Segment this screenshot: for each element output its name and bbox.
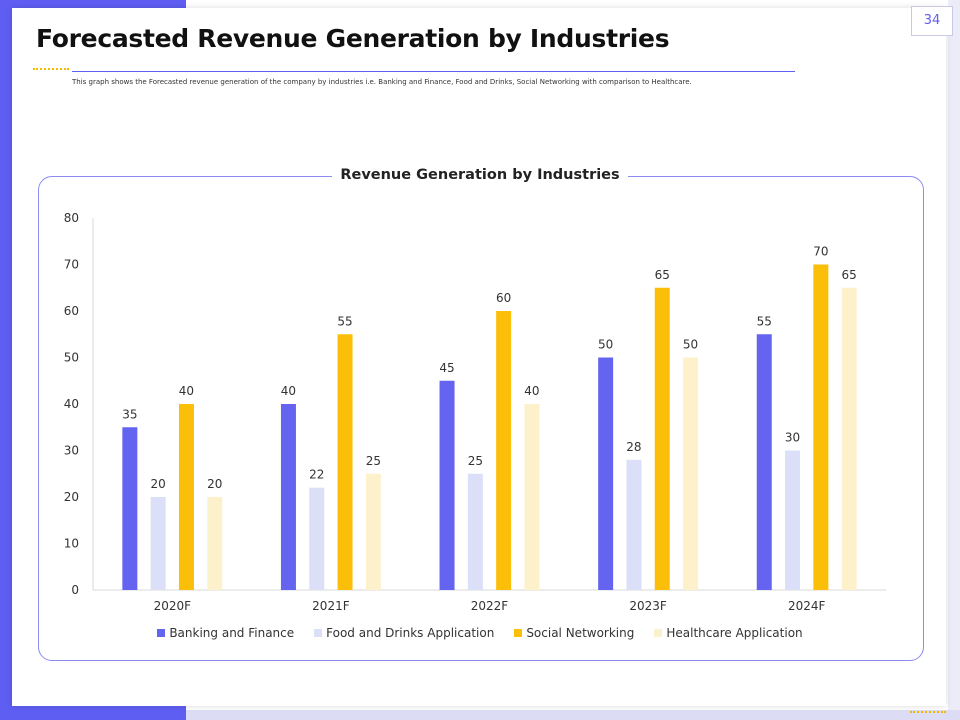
- x-tick-label: 2023F: [629, 599, 667, 613]
- data-label: 70: [813, 245, 828, 259]
- data-label: 50: [683, 338, 698, 352]
- data-label: 45: [439, 361, 454, 375]
- data-label: 55: [757, 314, 772, 328]
- data-label: 28: [626, 440, 641, 454]
- y-tick-label: 10: [64, 537, 79, 551]
- bar: [467, 473, 483, 590]
- bar: [178, 404, 194, 590]
- data-label: 65: [842, 268, 857, 282]
- page-number: 34: [911, 6, 953, 36]
- bar: [439, 380, 455, 590]
- legend-label: Food and Drinks Application: [326, 626, 495, 640]
- legend-item: Social Networking: [514, 626, 634, 640]
- x-tick-label: 2022F: [471, 599, 509, 613]
- right-accent-bar: [948, 0, 960, 720]
- legend-label: Healthcare Application: [666, 626, 803, 640]
- legend-item: Food and Drinks Application: [314, 626, 494, 640]
- chart-title: Revenue Generation by Industries: [332, 164, 628, 186]
- data-label: 25: [468, 454, 483, 468]
- bar: [524, 404, 540, 590]
- page-subtitle: This graph shows the Forecasted revenue …: [72, 78, 692, 86]
- bar: [598, 357, 614, 590]
- legend-label: Banking and Finance: [169, 626, 295, 640]
- title-rule: [72, 71, 795, 72]
- chart-legend: Banking and Finance Food and Drinks Appli…: [0, 626, 960, 640]
- data-label: 40: [179, 384, 194, 398]
- corner-dots-decoration: [910, 711, 946, 713]
- bar: [683, 357, 699, 590]
- bar: [122, 427, 138, 590]
- data-label: 40: [281, 384, 296, 398]
- title-dots-decoration: [33, 68, 69, 70]
- data-label: 60: [496, 291, 511, 305]
- bar: [150, 497, 166, 590]
- data-label: 65: [655, 268, 670, 282]
- data-label: 40: [524, 384, 539, 398]
- legend-swatch: [157, 629, 166, 637]
- legend-swatch: [314, 629, 323, 637]
- legend-swatch: [514, 629, 523, 637]
- bar: [654, 287, 670, 590]
- bar: [841, 287, 857, 590]
- y-tick-label: 60: [64, 304, 79, 318]
- y-tick-label: 40: [64, 397, 79, 411]
- y-tick-label: 0: [71, 583, 79, 597]
- bar: [309, 487, 325, 590]
- data-label: 20: [207, 477, 222, 491]
- y-tick-label: 70: [64, 258, 79, 272]
- data-label: 35: [122, 407, 137, 421]
- bar: [496, 311, 512, 590]
- data-label: 25: [366, 454, 381, 468]
- legend-swatch: [654, 629, 663, 637]
- data-label: 30: [785, 431, 800, 445]
- data-label: 20: [151, 477, 166, 491]
- y-tick-label: 80: [64, 211, 79, 225]
- y-tick-label: 20: [64, 490, 79, 504]
- bar: [756, 334, 772, 590]
- bottom-accent-bar: [186, 710, 960, 720]
- y-tick-label: 30: [64, 444, 79, 458]
- x-tick-label: 2021F: [312, 599, 350, 613]
- y-tick-label: 50: [64, 351, 79, 365]
- x-tick-label: 2020F: [154, 599, 192, 613]
- page-title: Forecasted Revenue Generation by Industr…: [36, 24, 670, 53]
- bar: [207, 497, 223, 590]
- x-tick-label: 2024F: [788, 599, 826, 613]
- legend-label: Social Networking: [526, 626, 635, 640]
- data-label: 55: [337, 314, 352, 328]
- bar: [280, 404, 296, 590]
- bar: [626, 459, 642, 590]
- legend-item: Banking and Finance: [157, 626, 294, 640]
- data-label: 50: [598, 338, 613, 352]
- data-label: 22: [309, 468, 324, 482]
- bar: [813, 264, 829, 590]
- legend-item: Healthcare Application: [654, 626, 803, 640]
- bar: [365, 473, 381, 590]
- bar: [785, 450, 801, 590]
- bar: [337, 334, 353, 590]
